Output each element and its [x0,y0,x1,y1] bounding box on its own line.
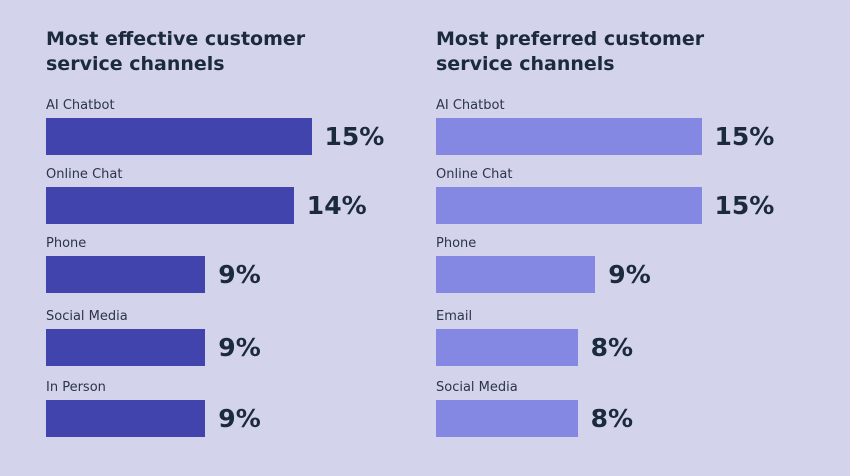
bar-row: Email 8% [436,309,836,378]
bar [436,118,702,155]
value-label: 9% [218,260,261,289]
bar-row: Social Media 8% [436,380,836,449]
value-label: 15% [324,122,385,151]
bar-row: AI Chatbot 15% [436,98,836,167]
bar [436,329,578,366]
value-label: 15% [714,122,775,151]
preferred-channels-chart: Most preferred customer service channels… [436,0,836,476]
effective-channels-chart: Most effective customer service channels… [46,0,446,476]
category-label: Phone [436,236,477,251]
bar-row: In Person 9% [46,380,446,449]
chart-title: Most preferred customer service channels [436,28,705,75]
value-label: 9% [218,333,261,362]
value-label: 15% [714,191,775,220]
value-label: 8% [590,404,634,433]
category-label: Phone [46,236,87,251]
category-label: AI Chatbot [46,98,115,113]
bar [436,256,596,293]
bar-row: AI Chatbot 15% [46,98,446,167]
bar-row: Phone 9% [46,236,446,305]
category-label: In Person [46,380,106,395]
category-label: Online Chat [436,167,513,182]
bar [46,400,206,437]
bar [46,118,312,155]
value-label: 14% [306,191,367,220]
category-label: Online Chat [46,167,123,182]
value-label: 9% [608,260,651,289]
bar-row: Online Chat 15% [436,167,836,236]
value-label: 9% [218,404,261,433]
category-label: AI Chatbot [436,98,505,113]
bar-row: Social Media 9% [46,309,446,378]
chart-title: Most effective customer service channels [46,28,306,75]
category-label: Social Media [436,380,518,395]
category-label: Social Media [46,309,128,324]
bar [46,187,294,224]
value-label: 8% [590,333,634,362]
bar [436,187,702,224]
bar-row: Online Chat 14% [46,167,446,236]
bar [436,400,578,437]
category-label: Email [436,309,473,324]
bar [46,256,206,293]
bar [46,329,206,366]
bar-row: Phone 9% [436,236,836,305]
